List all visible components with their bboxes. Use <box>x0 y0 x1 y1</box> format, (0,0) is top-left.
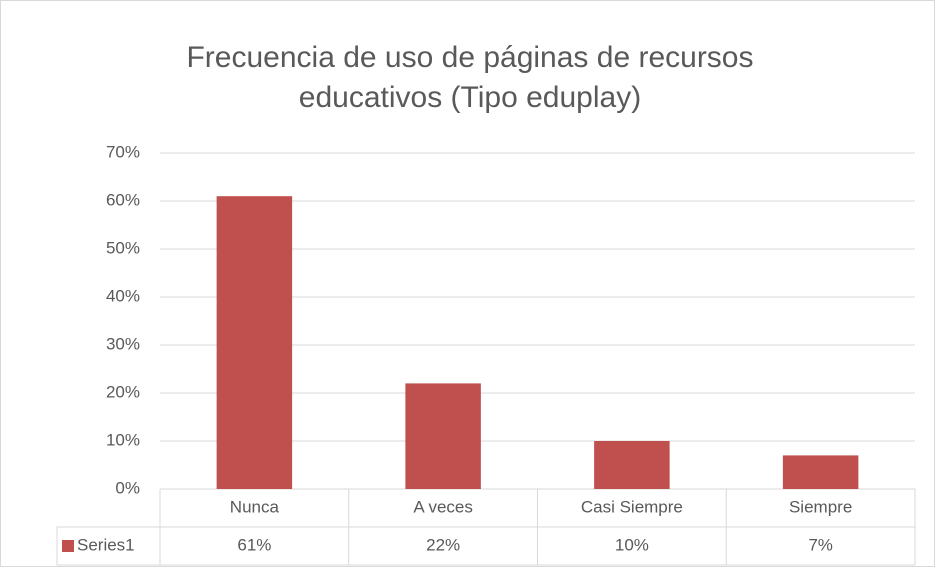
bar <box>594 441 670 489</box>
data-table-value: 10% <box>615 535 649 554</box>
y-tick-label: 10% <box>106 430 140 449</box>
data-table-value: 7% <box>808 535 833 554</box>
y-tick-label: 0% <box>115 478 140 497</box>
legend-label: Series1 <box>77 535 135 554</box>
x-tick-label: Casi Siempre <box>581 497 683 516</box>
data-table-value: 22% <box>426 535 460 554</box>
y-tick-label: 40% <box>106 286 140 305</box>
chart-title: Frecuencia de uso de páginas de recursos… <box>186 41 754 114</box>
x-tick-label: Siempre <box>789 497 852 516</box>
y-tick-label: 30% <box>106 334 140 353</box>
y-tick-label: 20% <box>106 382 140 401</box>
bar <box>782 455 859 489</box>
x-tick-label: A veces <box>413 497 473 516</box>
y-tick-label: 50% <box>106 238 140 257</box>
bar <box>216 196 293 489</box>
y-tick-label: 70% <box>106 142 140 161</box>
x-tick-label: Nunca <box>230 497 280 516</box>
bar <box>405 383 481 489</box>
legend-key <box>62 540 74 552</box>
y-tick-label: 60% <box>106 190 140 209</box>
data-table-value: 61% <box>237 535 271 554</box>
